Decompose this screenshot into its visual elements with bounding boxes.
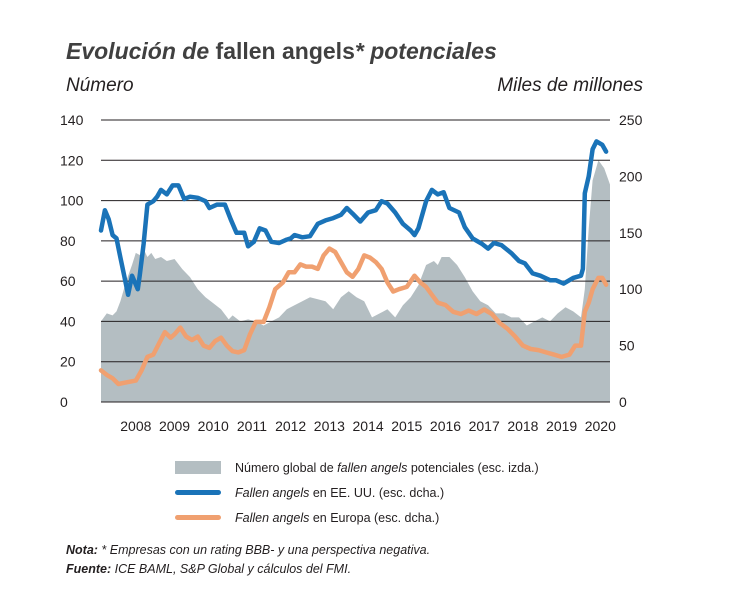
right-tick-label: 100 (619, 281, 643, 297)
legend-swatch-area (175, 461, 221, 474)
right-axis-unit: Miles de millones (497, 75, 643, 96)
x-tick-label: 2013 (314, 418, 345, 434)
chart-title: Evolución de fallen angels* potenciales (66, 38, 497, 64)
source-line: Fuente: ICE BAML, S&P Global y cálculos … (66, 562, 352, 576)
left-tick-label: 80 (60, 233, 76, 249)
x-tick-label: 2012 (275, 418, 306, 434)
x-tick-label: 2010 (198, 418, 229, 434)
left-tick-label: 140 (60, 112, 84, 128)
right-tick-label: 250 (619, 112, 643, 128)
legend-swatch-europe (175, 515, 221, 520)
x-tick-label: 2014 (353, 418, 384, 434)
note-line: Nota: * Empresas con un rating BBB- y un… (66, 543, 431, 557)
left-tick-label: 60 (60, 273, 76, 289)
legend-item-us: Fallen angels en EE. UU. (esc. dcha.) (175, 480, 539, 505)
left-tick-label: 20 (60, 354, 76, 370)
series-line-europe (98, 246, 609, 387)
right-tick-label: 50 (619, 338, 635, 354)
x-tick-label: 2008 (120, 418, 151, 434)
x-tick-label: 2011 (237, 418, 267, 434)
x-tick-label: 2015 (391, 418, 422, 434)
series-area-global (101, 160, 610, 402)
x-tick-label: 2018 (507, 418, 538, 434)
left-tick-label: 40 (60, 313, 76, 329)
x-tick-label: 2017 (469, 418, 500, 434)
right-tick-label: 150 (619, 225, 643, 241)
x-tick-label: 2020 (585, 418, 616, 434)
right-tick-label: 200 (619, 168, 643, 184)
legend-swatch-us (175, 490, 221, 495)
series-line-us (98, 139, 609, 298)
x-tick-label: 2019 (546, 418, 577, 434)
left-tick-label: 0 (60, 394, 68, 410)
left-tick-label: 100 (60, 193, 84, 209)
right-tick-label: 0 (619, 394, 627, 410)
x-tick-label: 2016 (430, 418, 461, 434)
legend: Número global de fallen angels potencial… (175, 455, 539, 530)
x-tick-label: 2009 (159, 418, 190, 434)
left-tick-label: 120 (60, 152, 84, 168)
left-axis-unit: Número (66, 75, 134, 96)
legend-item-global: Número global de fallen angels potencial… (175, 455, 539, 480)
legend-item-europe: Fallen angels en Europa (esc. dcha.) (175, 505, 539, 530)
chart-notes: Nota: * Empresas con un rating BBB- y un… (66, 541, 430, 579)
